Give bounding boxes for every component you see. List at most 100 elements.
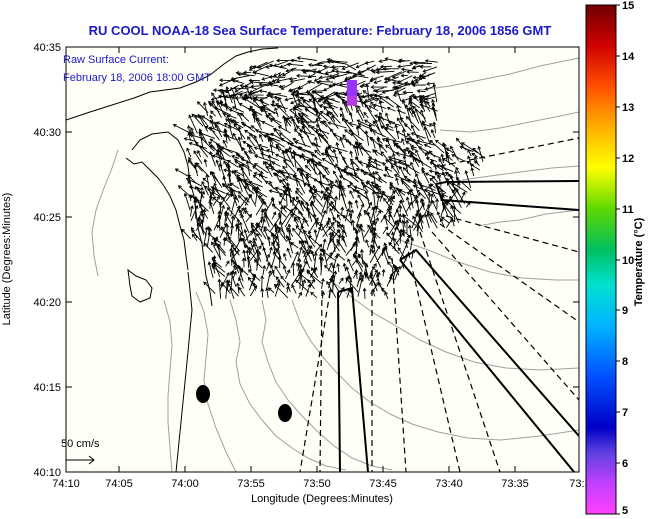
- colorbar-tick-label: 6: [622, 458, 628, 470]
- current-vector-head: [295, 225, 300, 229]
- current-vector-head: [263, 104, 267, 109]
- current-vector: [336, 142, 340, 152]
- current-vector-head: [322, 248, 326, 253]
- current-vector: [388, 214, 391, 221]
- current-vector-head: [208, 103, 213, 107]
- current-vector-head: [264, 161, 269, 165]
- current-vector: [248, 274, 256, 291]
- current-vector-head: [232, 261, 237, 265]
- current-vector-head: [330, 128, 334, 133]
- current-vector-head: [243, 93, 248, 98]
- current-vector: [326, 153, 337, 169]
- current-vector: [230, 187, 238, 206]
- current-vector-head: [446, 200, 450, 205]
- current-vector-head: [301, 113, 306, 117]
- current-vector-head: [247, 150, 252, 154]
- current-vector-head: [392, 139, 397, 144]
- current-vector-head: [477, 145, 482, 150]
- current-vector-head: [406, 133, 411, 137]
- y-tick-label: 40:20: [33, 297, 61, 309]
- current-vector-head: [291, 155, 295, 159]
- current-vector-head: [325, 194, 330, 199]
- current-vector-head: [315, 117, 320, 122]
- current-vector-head: [431, 98, 435, 103]
- current-vector-head: [295, 190, 299, 195]
- current-vector-head: [222, 112, 227, 116]
- current-vector-head: [215, 121, 220, 125]
- current-vector-head: [327, 121, 332, 126]
- current-vector-head: [223, 127, 228, 132]
- current-vector-head: [328, 226, 332, 231]
- current-vector-head: [393, 90, 398, 94]
- current-vector-head: [391, 195, 396, 199]
- current-vector: [423, 204, 430, 217]
- current-vector-head: [226, 206, 231, 211]
- current-vector: [321, 197, 328, 214]
- current-vector: [268, 136, 274, 156]
- current-vector-head: [296, 146, 301, 150]
- current-vector-head: [342, 262, 347, 267]
- current-vector: [282, 150, 288, 169]
- current-vector-head: [318, 132, 322, 137]
- current-vector: [404, 235, 411, 244]
- current-vector-head: [446, 154, 450, 159]
- current-vector: [249, 133, 258, 144]
- current-vector-head: [402, 214, 406, 219]
- current-vector-head: [243, 228, 248, 233]
- current-vector-head: [429, 150, 433, 155]
- current-vector-head: [312, 184, 317, 189]
- current-vector: [296, 188, 303, 196]
- current-vector-head: [228, 193, 233, 197]
- current-vector-head: [274, 247, 279, 252]
- current-vector-head: [198, 128, 203, 133]
- current-vector-head: [420, 214, 424, 219]
- current-vector-head: [237, 190, 242, 195]
- current-vector: [397, 117, 406, 132]
- current-vector-head: [213, 182, 217, 187]
- current-vector: [341, 207, 343, 216]
- current-vector-head: [324, 264, 328, 269]
- current-vector-head: [330, 200, 335, 205]
- current-vector-head: [282, 72, 286, 77]
- current-vector-head: [374, 269, 378, 274]
- current-vector-head: [437, 186, 442, 190]
- current-vector-head: [209, 114, 213, 119]
- current-vector-head: [185, 177, 190, 182]
- current-vector: [342, 215, 352, 224]
- current-vector-head: [370, 181, 375, 186]
- current-vector-head: [198, 130, 203, 135]
- x-axis-label: Longitude (Degrees:Minutes): [251, 493, 393, 505]
- current-vector-head: [417, 212, 422, 217]
- current-vector-head: [217, 94, 222, 99]
- current-vector-head: [336, 238, 340, 243]
- current-vector-head: [305, 175, 310, 180]
- current-vector: [251, 224, 258, 241]
- current-vector: [236, 197, 248, 213]
- current-vector-head: [371, 171, 376, 175]
- current-vector: [266, 133, 270, 142]
- current-vector: [329, 289, 331, 299]
- current-vector-head: [354, 199, 359, 204]
- current-vector: [294, 141, 312, 148]
- current-vector-head: [349, 182, 354, 186]
- current-vector-head: [317, 98, 321, 103]
- current-vector-head: [392, 152, 396, 157]
- current-vector-head: [359, 84, 364, 89]
- current-vector: [412, 110, 420, 124]
- current-vector: [243, 250, 247, 262]
- current-vector-head: [282, 190, 287, 195]
- current-vector: [363, 185, 369, 193]
- current-vector-head: [337, 214, 341, 218]
- current-vector: [306, 83, 323, 93]
- current-vector-head: [190, 127, 194, 132]
- current-vector: [358, 96, 369, 98]
- current-vector: [353, 74, 369, 79]
- current-vector: [357, 143, 364, 156]
- current-vector: [192, 234, 198, 241]
- current-vector-head: [360, 203, 365, 208]
- current-vector: [261, 107, 273, 123]
- current-vector-head: [271, 161, 276, 166]
- current-vector-head: [300, 201, 305, 206]
- current-vector-head: [252, 243, 257, 248]
- current-vector-head: [243, 70, 247, 75]
